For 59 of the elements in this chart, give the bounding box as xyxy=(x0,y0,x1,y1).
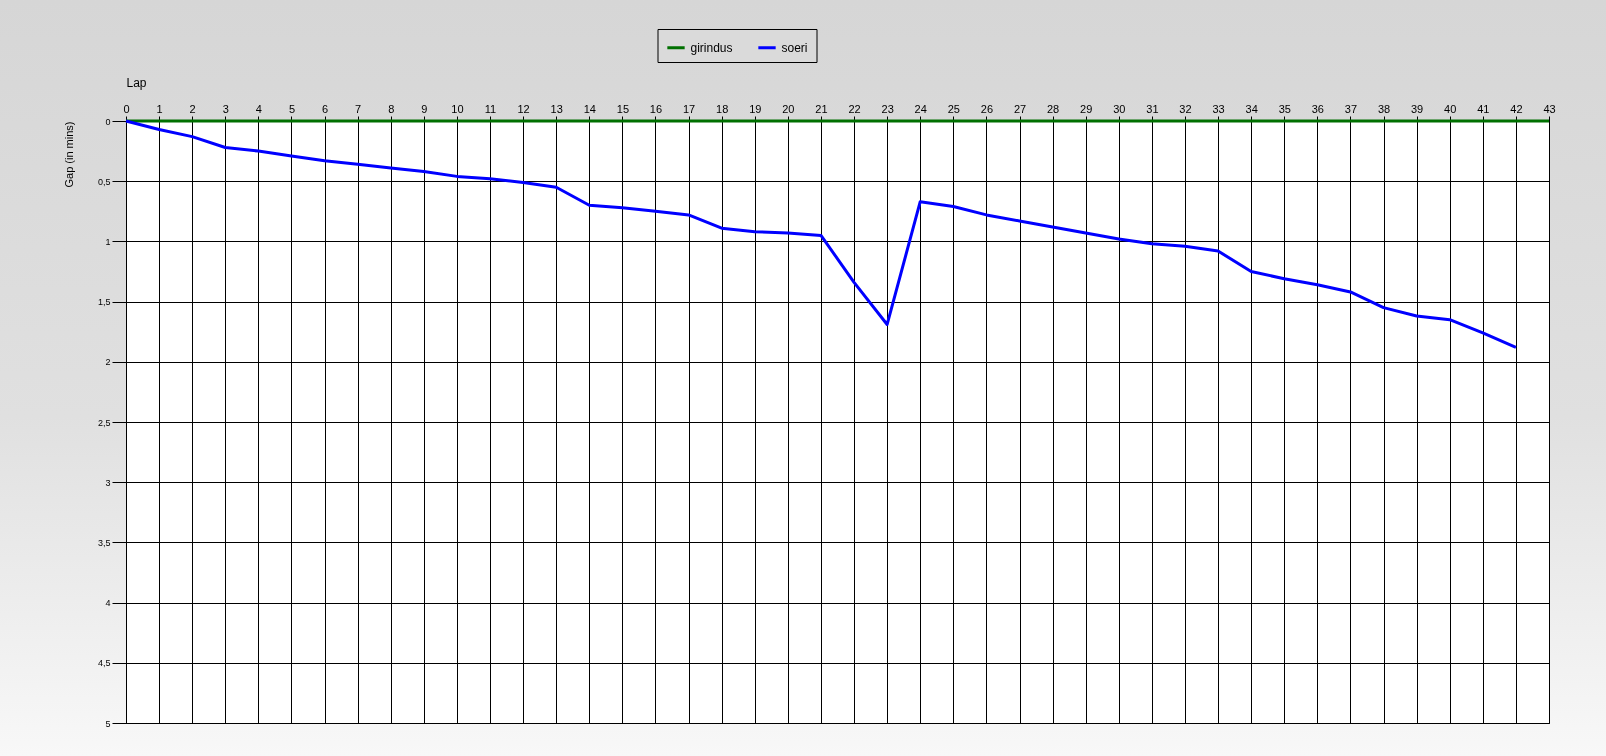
x-tick-label: 0 xyxy=(123,102,130,115)
y-tick-label: 5 xyxy=(105,718,111,729)
x-axis-title: Lap xyxy=(126,75,147,90)
x-tick-label: 1 xyxy=(156,102,163,115)
x-tick-label: 31 xyxy=(1146,102,1159,115)
x-tick-label: 9 xyxy=(421,102,428,115)
x-tick-label: 38 xyxy=(1377,102,1391,115)
x-tick-label: 28 xyxy=(1046,102,1060,115)
y-tick-label: 0,5 xyxy=(97,176,111,187)
x-tick-label: 39 xyxy=(1411,102,1424,115)
x-tick-label: 3 xyxy=(222,102,229,115)
x-tick-label: 11 xyxy=(484,102,497,115)
x-tick-label: 15 xyxy=(616,102,630,115)
x-tick-label: 32 xyxy=(1179,102,1192,115)
y-tick-label: 0 xyxy=(105,116,111,127)
legend-label: girindus xyxy=(690,40,733,55)
x-tick-label: 40 xyxy=(1444,102,1457,115)
x-tick-label: 33 xyxy=(1212,102,1225,115)
x-tick-label: 41 xyxy=(1477,102,1490,115)
x-tick-label: 23 xyxy=(881,102,894,115)
x-tick-label: 30 xyxy=(1113,102,1126,115)
x-tick-label: 34 xyxy=(1245,102,1258,115)
x-tick-label: 17 xyxy=(682,102,696,115)
y-tick-label: 1,5 xyxy=(97,297,111,308)
y-tick-label: 1 xyxy=(105,236,111,247)
x-tick-label: 26 xyxy=(980,102,994,115)
x-tick-label: 36 xyxy=(1311,102,1324,115)
x-tick-label: 22 xyxy=(848,102,861,115)
x-tick-label: 43 xyxy=(1543,102,1556,115)
x-tick-label: 5 xyxy=(288,102,296,115)
x-tick-label: 10 xyxy=(451,102,464,115)
y-tick-label: 3 xyxy=(105,477,111,488)
x-tick-label: 24 xyxy=(914,102,927,115)
x-tick-label: 25 xyxy=(947,102,960,115)
x-tick-label: 12 xyxy=(517,102,530,115)
x-tick-label: 19 xyxy=(749,102,762,115)
x-tick-label: 37 xyxy=(1344,102,1358,115)
x-tick-label: 29 xyxy=(1080,102,1093,115)
x-tick-label: 2 xyxy=(189,102,196,115)
x-tick-label: 35 xyxy=(1278,102,1291,115)
x-tick-label: 20 xyxy=(782,102,795,115)
y-tick-label: 2,5 xyxy=(97,417,111,428)
y-tick-label: 4 xyxy=(105,598,111,609)
x-tick-label: 7 xyxy=(355,102,362,115)
x-tick-label: 6 xyxy=(322,102,329,115)
x-tick-label: 16 xyxy=(649,102,663,115)
x-tick-label: 18 xyxy=(716,102,729,115)
x-tick-label: 13 xyxy=(550,102,563,115)
x-tick-label: 4 xyxy=(255,102,262,115)
x-tick-label: 27 xyxy=(1013,102,1027,115)
legend-label: soeri xyxy=(781,40,808,55)
y-tick-label: 3,5 xyxy=(97,537,111,548)
x-tick-label: 8 xyxy=(388,102,395,115)
x-tick-label: 14 xyxy=(583,102,596,115)
y-tick-label: 4,5 xyxy=(97,658,111,669)
x-tick-label: 21 xyxy=(815,102,828,115)
y-axis-title: Gap (in mins) xyxy=(62,121,75,188)
x-tick-label: 42 xyxy=(1510,102,1523,115)
y-tick-label: 2 xyxy=(105,357,111,368)
